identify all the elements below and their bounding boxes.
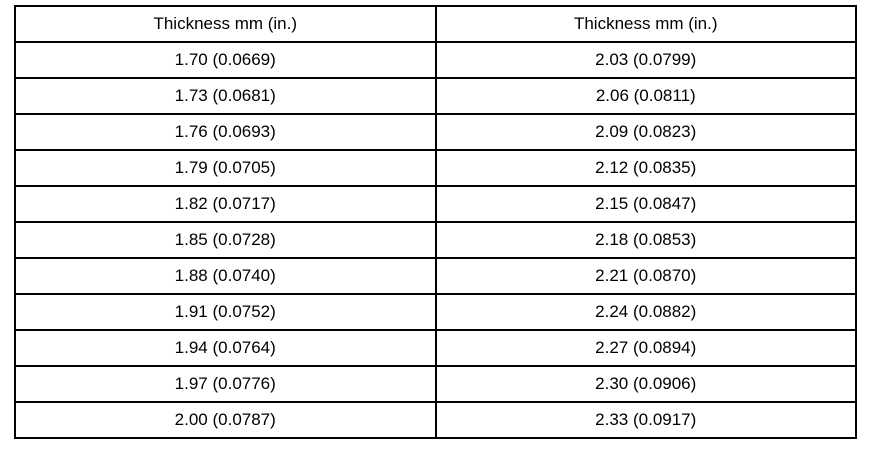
table-cell: 2.06 (0.0811) <box>434 77 857 115</box>
table-row: 1.76 (0.0693) 2.09 (0.0823) <box>14 113 857 151</box>
table-cell: 2.18 (0.0853) <box>434 221 857 259</box>
table-row: 1.70 (0.0669) 2.03 (0.0799) <box>14 41 857 79</box>
header-cell: Thickness mm (in.) <box>434 5 857 43</box>
table-cell: 2.12 (0.0835) <box>434 149 857 187</box>
table-cell: 1.82 (0.0717) <box>14 185 437 223</box>
table-cell: 1.88 (0.0740) <box>14 257 437 295</box>
table-cell: 1.94 (0.0764) <box>14 329 437 367</box>
table-row: 1.88 (0.0740) 2.21 (0.0870) <box>14 257 857 295</box>
table-row: 2.00 (0.0787) 2.33 (0.0917) <box>14 401 857 439</box>
table-cell: 1.70 (0.0669) <box>14 41 437 79</box>
table-cell: 1.91 (0.0752) <box>14 293 437 331</box>
header-cell: Thickness mm (in.) <box>14 5 437 43</box>
table-cell: 2.24 (0.0882) <box>434 293 857 331</box>
table-cell: 1.76 (0.0693) <box>14 113 437 151</box>
table-cell: 1.79 (0.0705) <box>14 149 437 187</box>
table-cell: 1.97 (0.0776) <box>14 365 437 403</box>
table-row: 1.82 (0.0717) 2.15 (0.0847) <box>14 185 857 223</box>
table-cell: 2.15 (0.0847) <box>434 185 857 223</box>
header-row: Thickness mm (in.) Thickness mm (in.) <box>14 5 857 43</box>
thickness-table: Thickness mm (in.) Thickness mm (in.) 1.7… <box>14 5 857 439</box>
table-cell: 2.30 (0.0906) <box>434 365 857 403</box>
table-row: 1.91 (0.0752) 2.24 (0.0882) <box>14 293 857 331</box>
table-cell: 2.21 (0.0870) <box>434 257 857 295</box>
table-row: 1.97 (0.0776) 2.30 (0.0906) <box>14 365 857 403</box>
table-cell: 1.85 (0.0728) <box>14 221 437 259</box>
table-row: 1.73 (0.0681) 2.06 (0.0811) <box>14 77 857 115</box>
table-body: 1.70 (0.0669) 2.03 (0.0799) 1.73 (0.0681) 2… <box>14 41 857 439</box>
table-cell: 2.27 (0.0894) <box>434 329 857 367</box>
table-cell: 2.09 (0.0823) <box>434 113 857 151</box>
table-row: 1.94 (0.0764) 2.27 (0.0894) <box>14 329 857 367</box>
table-cell: 2.00 (0.0787) <box>14 401 437 439</box>
table-cell: 1.73 (0.0681) <box>14 77 437 115</box>
table-cell: 2.33 (0.0917) <box>434 401 857 439</box>
table-row: 1.79 (0.0705) 2.12 (0.0835) <box>14 149 857 187</box>
table-cell: 2.03 (0.0799) <box>434 41 857 79</box>
table-row: 1.85 (0.0728) 2.18 (0.0853) <box>14 221 857 259</box>
